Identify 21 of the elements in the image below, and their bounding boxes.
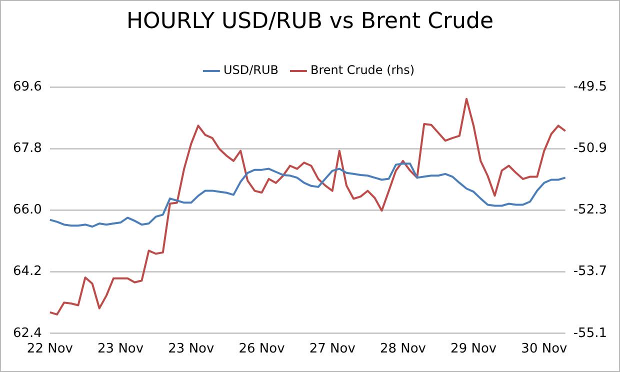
y2-tick-label: -50.9 bbox=[573, 140, 608, 156]
x-tick-label: 23 Nov bbox=[168, 342, 214, 357]
y2-tick-label: -53.7 bbox=[573, 264, 608, 280]
chart-title: HOURLY USD/RUB vs Brent Crude bbox=[126, 9, 494, 34]
y2-tick-label: -49.5 bbox=[573, 79, 608, 94]
y2-tick-label: -55.1 bbox=[573, 326, 608, 341]
legend-label: Brent Crude (rhs) bbox=[310, 63, 415, 78]
y-tick-label: 67.8 bbox=[12, 140, 42, 156]
x-tick-label: 30 Nov bbox=[521, 342, 568, 357]
x-tick-label: 26 Nov bbox=[238, 342, 286, 357]
y-tick-label: 69.6 bbox=[12, 79, 42, 94]
y-tick-label: 66.0 bbox=[12, 202, 42, 218]
x-tick-label: 22 Nov bbox=[26, 342, 74, 357]
x-tick-label: 27 Nov bbox=[309, 342, 356, 357]
x-tick-label: 29 Nov bbox=[450, 342, 497, 357]
y-tick-label: 64.2 bbox=[12, 264, 42, 280]
x-tick-label: 23 Nov bbox=[98, 342, 144, 357]
x-tick-label: 28 Nov bbox=[380, 342, 426, 357]
y2-tick-label: -52.3 bbox=[573, 202, 608, 218]
legend-label: USD/RUB bbox=[223, 63, 278, 78]
y-tick-label: 62.4 bbox=[12, 326, 42, 341]
